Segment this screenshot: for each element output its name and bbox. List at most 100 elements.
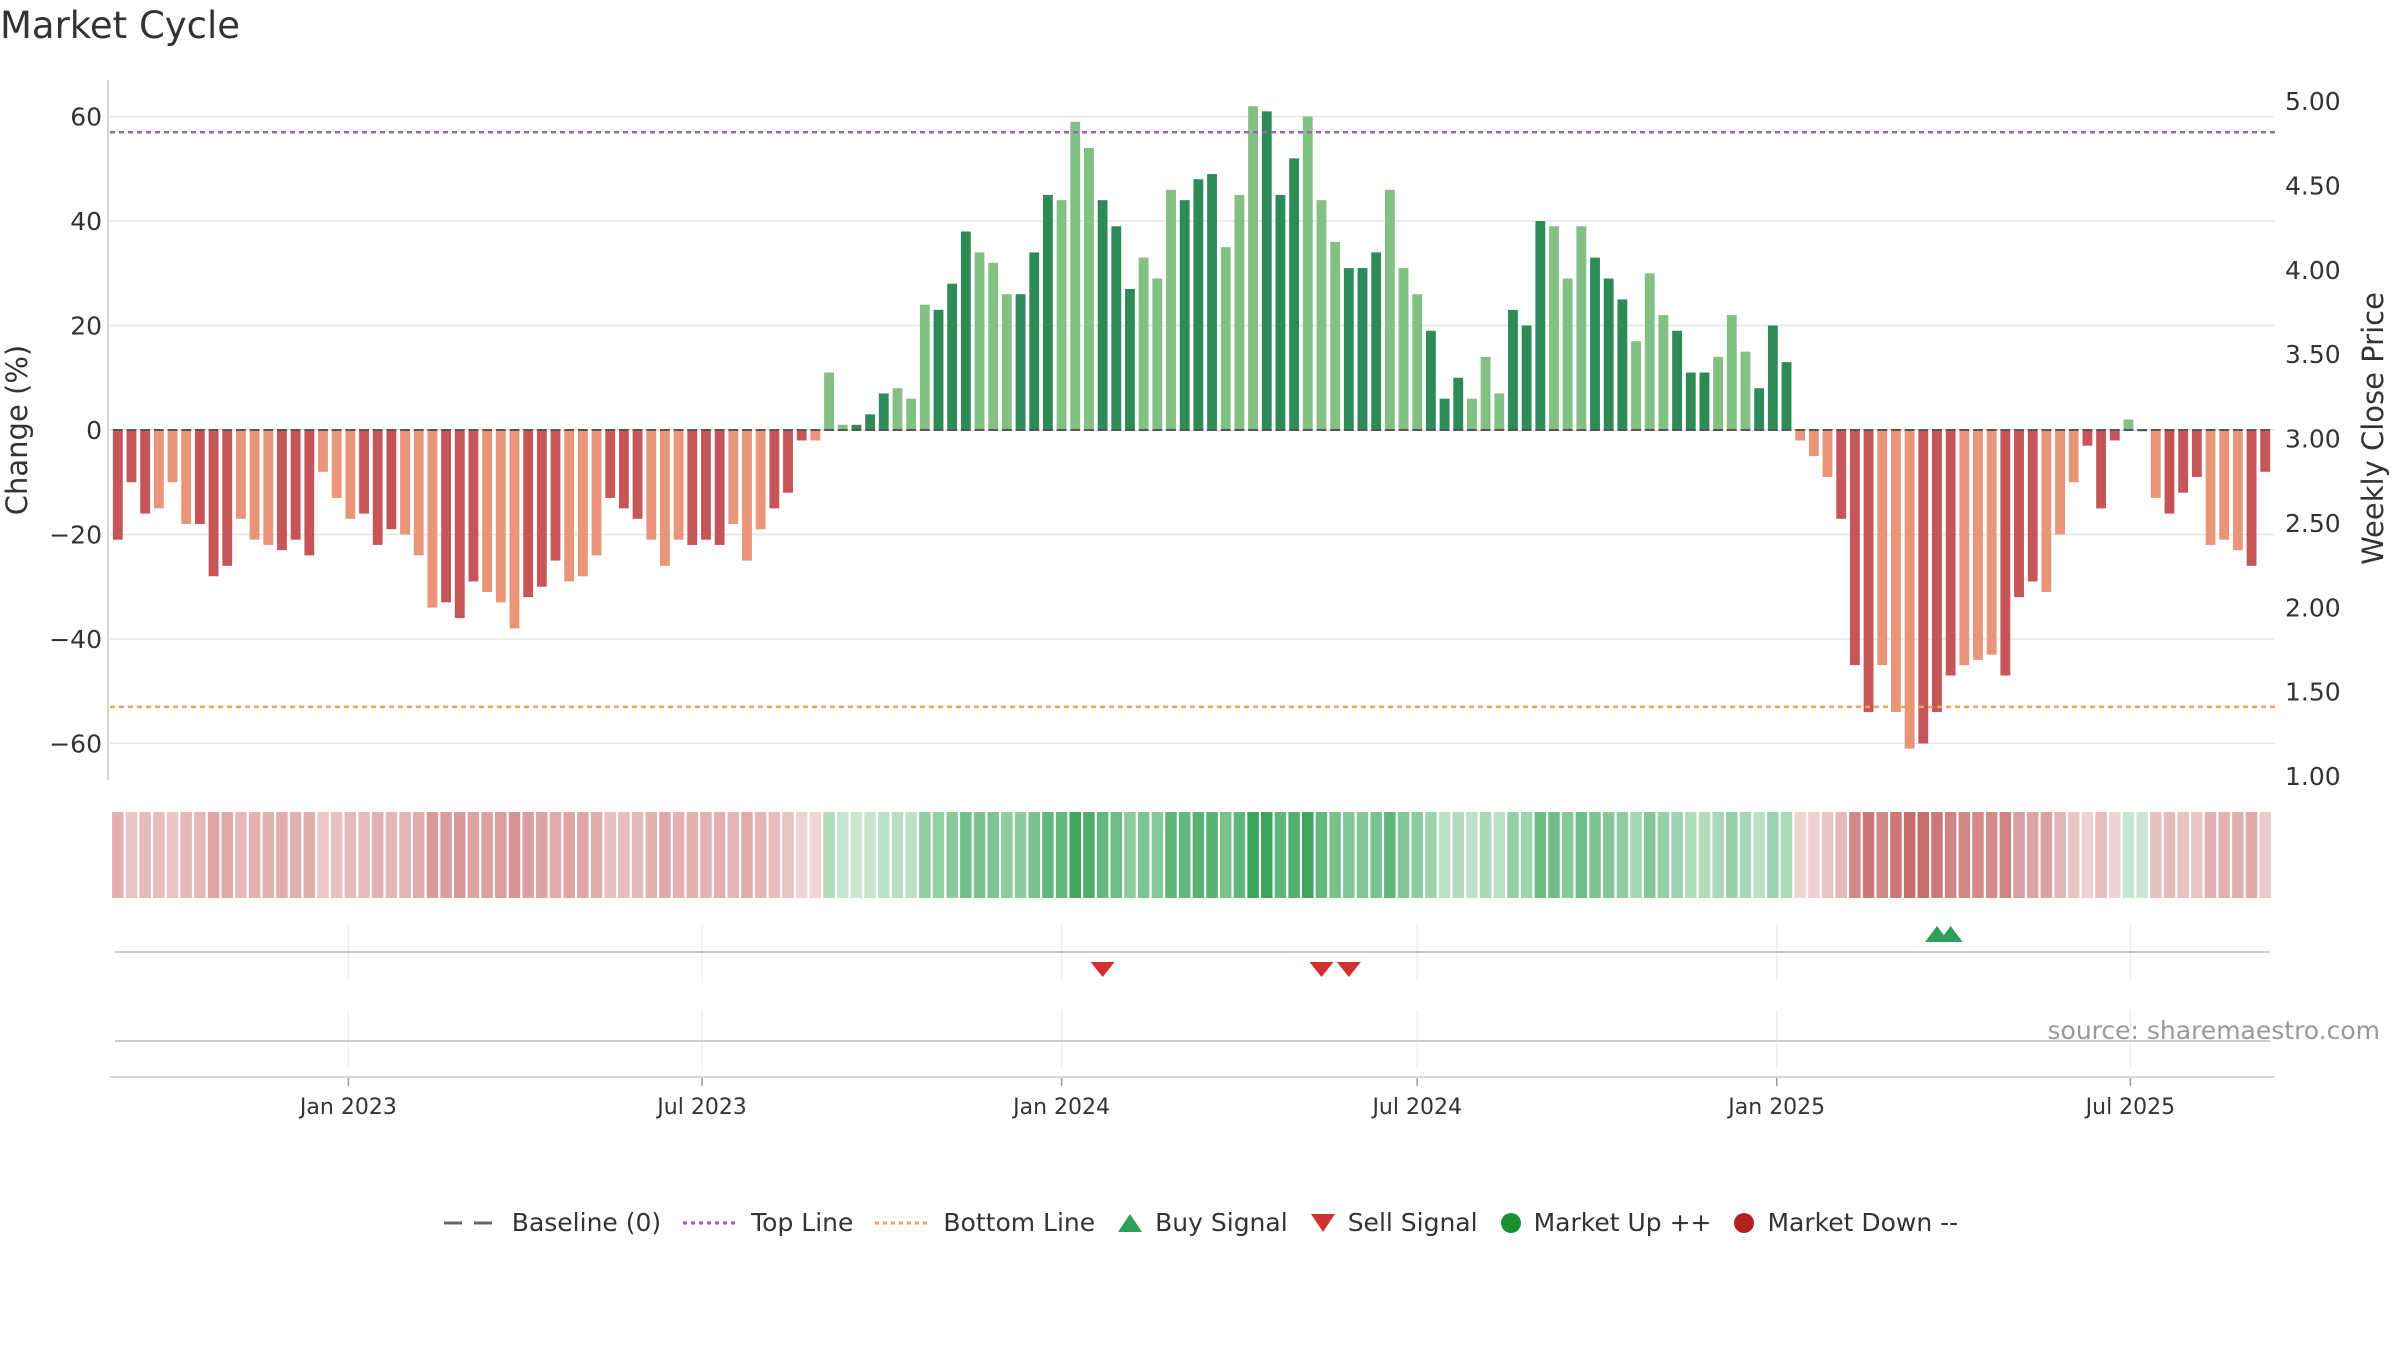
bar (208, 430, 219, 577)
bar (304, 430, 315, 556)
heat-cell (481, 812, 493, 898)
heat-cell (1616, 812, 1629, 898)
bar (2246, 430, 2257, 566)
bar (810, 430, 821, 441)
heat-cell (1671, 812, 1683, 898)
heat-cell (700, 812, 712, 898)
y-tick-label: 40 (70, 207, 102, 236)
bar (1658, 315, 1669, 430)
y2-tick-label: 4.50 (2285, 171, 2341, 200)
bar (1932, 430, 1942, 713)
heat-cell (1315, 812, 1328, 898)
heat-cell (1055, 812, 1068, 898)
heat-cell (221, 812, 233, 898)
bar (1234, 194, 1245, 430)
heat-cell (1302, 812, 1314, 898)
y2-tick-label: 2.50 (2285, 509, 2341, 538)
heat-cell (2122, 812, 2135, 898)
bar (960, 231, 971, 430)
bar (1603, 278, 1614, 430)
bar (1644, 273, 1655, 430)
heat-cell (618, 812, 630, 898)
bar (1371, 252, 1382, 430)
heat-cell (1206, 812, 1218, 898)
bar (235, 430, 246, 519)
bar (331, 430, 342, 498)
bar (919, 304, 930, 430)
down-triangle-icon (1310, 1213, 1335, 1232)
bar (2055, 430, 2065, 535)
heat-cell (1261, 812, 1273, 898)
heat-cell (508, 812, 521, 898)
heat-cell (1151, 812, 1164, 898)
sell-signal-marker (1090, 962, 1115, 977)
heat-cell (1726, 812, 1738, 898)
legend-item-baseline: Baseline (0) (442, 1208, 661, 1237)
bar (878, 393, 889, 430)
bar (1343, 268, 1354, 430)
bar (714, 430, 725, 545)
heat-cell (590, 812, 603, 898)
bar (413, 430, 424, 556)
heat-cell (399, 812, 411, 898)
bar (2178, 430, 2189, 493)
heat-cell (1602, 812, 1615, 898)
heat-cell (2150, 812, 2162, 898)
heat-cell (1643, 812, 1656, 898)
heat-cell (317, 812, 329, 898)
bar (605, 430, 616, 498)
buy-signal-marker (1938, 926, 1963, 942)
heat-cell (1192, 812, 1205, 898)
bar (1302, 116, 1313, 430)
bar (687, 430, 698, 545)
legend-label-market-down: Market Down -- (1767, 1208, 1959, 1237)
bar (454, 430, 465, 619)
heat-cell (1712, 812, 1724, 898)
heat-cell (426, 812, 439, 898)
bar (865, 414, 876, 430)
heat-cell (795, 812, 808, 898)
bar (1849, 430, 1860, 666)
bar (2191, 430, 2202, 478)
heat-cell (1561, 812, 1574, 898)
bar (2000, 430, 2011, 676)
heat-cell (946, 812, 958, 898)
bar (1590, 257, 1600, 430)
bar (1084, 147, 1094, 430)
bar (495, 430, 506, 603)
y-tick-label: 20 (70, 312, 102, 341)
heat-cell (112, 812, 124, 898)
bar (1001, 294, 1012, 430)
heat-cell (2245, 812, 2258, 898)
heat-cell (1849, 812, 1861, 898)
heat-cell (1479, 812, 1492, 898)
heat-cell (1274, 812, 1287, 898)
heat-cell (1739, 812, 1752, 898)
bar (1808, 430, 1819, 457)
bar (1125, 288, 1135, 430)
bar (1042, 194, 1053, 430)
heat-cell (1780, 812, 1793, 898)
chart-title: Market Cycle (0, 4, 241, 47)
bar (1508, 309, 1518, 430)
bar (1330, 241, 1341, 430)
x-tick-label: Jan 2025 (1726, 1095, 1825, 1120)
heat-cell (2163, 812, 2176, 898)
bar (400, 430, 410, 535)
heat-cell (1753, 812, 1765, 898)
legend-label-market-up: Market Up ++ (1533, 1208, 1712, 1237)
legend: Baseline (0) Top Line Bottom Line Buy Si… (0, 1208, 2400, 1237)
heat-cell (1165, 812, 1177, 898)
heat-cell (2081, 812, 2094, 898)
bar (441, 430, 452, 603)
heat-cell (1520, 812, 1533, 898)
bar (1412, 294, 1423, 430)
heat-cell (1233, 812, 1246, 898)
heat-cell (2013, 812, 2025, 898)
bar (892, 388, 903, 430)
bar (2014, 430, 2024, 598)
bar (2096, 430, 2107, 509)
x-tick-label: Jul 2024 (1370, 1095, 1462, 1120)
heat-cell (536, 812, 548, 898)
